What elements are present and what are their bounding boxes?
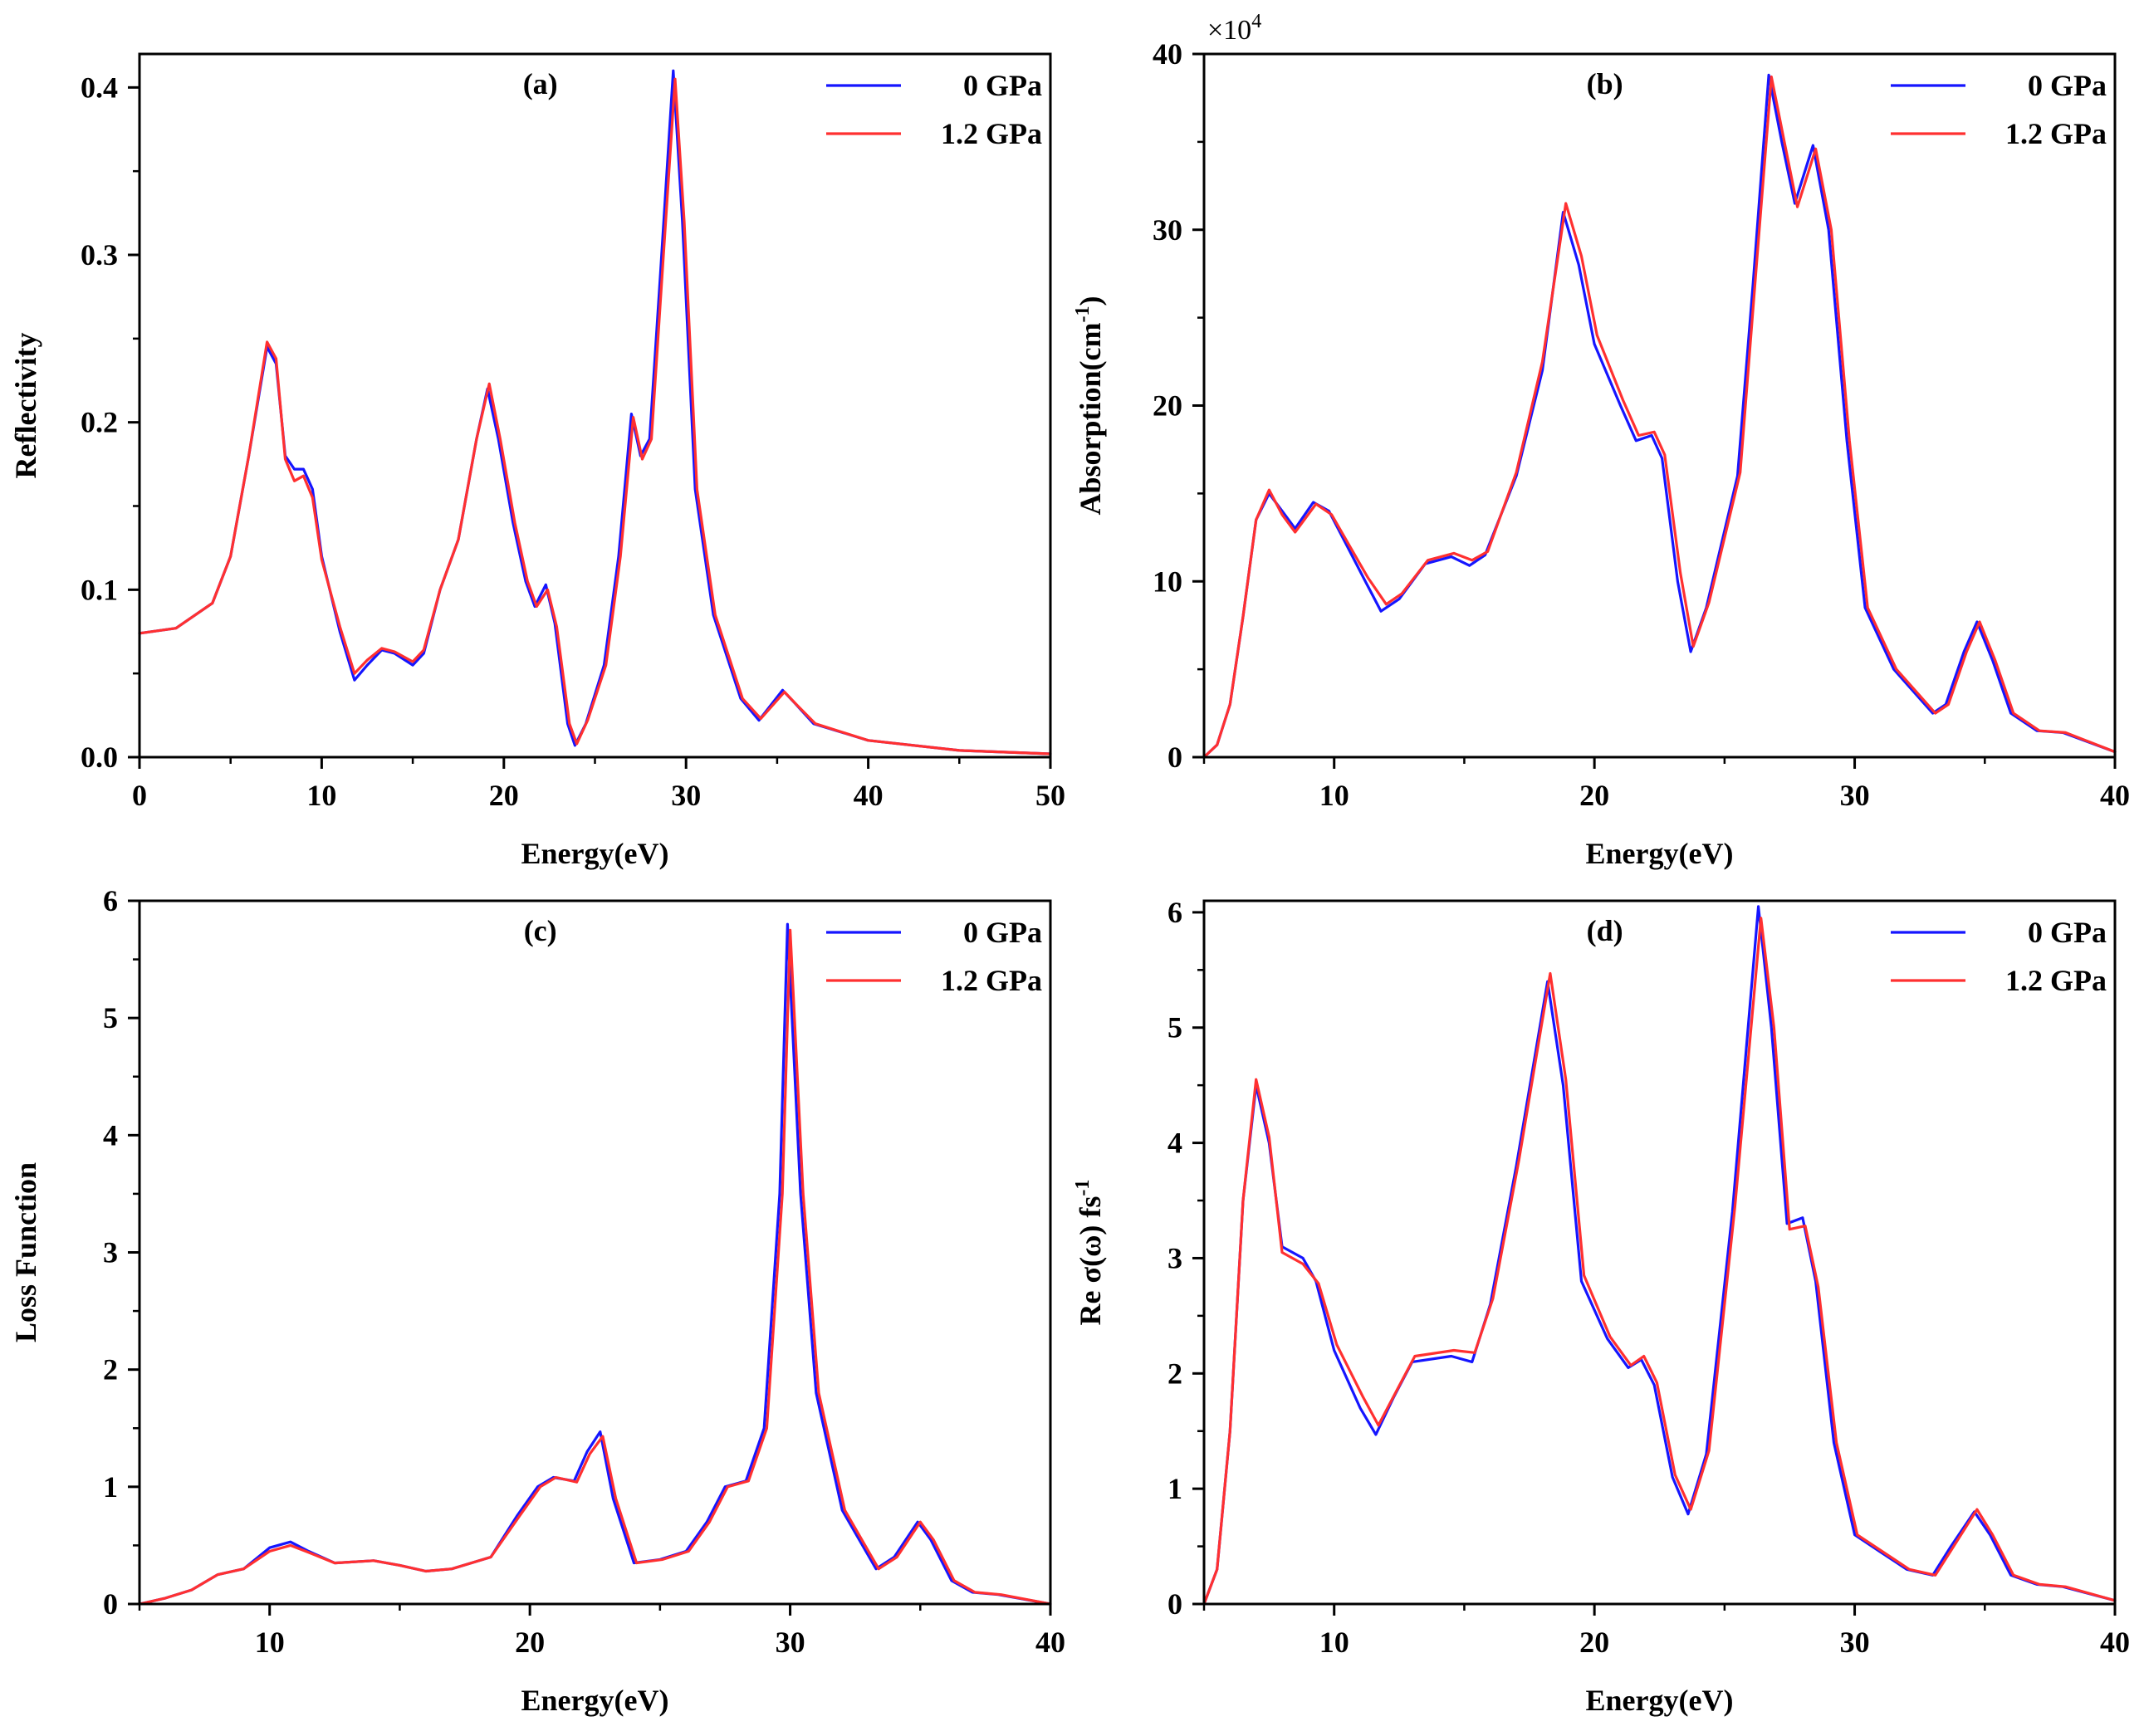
- y-tick-label: 4: [103, 1118, 118, 1152]
- series-group: [138, 69, 1052, 756]
- series-group: [1202, 905, 2117, 1606]
- series-line-1-2gpa: [138, 928, 1052, 1606]
- x-axis-label: Energy(eV): [521, 1684, 669, 1717]
- y-tick-label: 0.1: [81, 573, 118, 606]
- legend-label-1-2gpa: 1.2 GPa: [2005, 117, 2107, 150]
- y-axis-label: Loss Function: [9, 1162, 42, 1342]
- legend: 0 GPa 1.2 GPa: [1891, 916, 2107, 997]
- y-tick-label: 3: [1167, 1241, 1182, 1274]
- y-tick-label: 40: [1153, 37, 1182, 71]
- y-tick-label: 4: [1167, 1127, 1182, 1160]
- series-group: [1202, 73, 2117, 759]
- axis-multiplier-exponent: 4: [1251, 11, 1261, 32]
- panel-label: (b): [1587, 67, 1623, 100]
- y-tick-label: 2: [1167, 1357, 1182, 1390]
- y-tick-label: 1: [1167, 1472, 1182, 1505]
- x-tick-label: 30: [776, 1626, 805, 1659]
- x-tick-label: 20: [515, 1626, 545, 1659]
- y-axis-label-superscript: -1: [1072, 306, 1094, 323]
- x-tick-label: 40: [2100, 779, 2130, 812]
- series-line-0gpa: [138, 69, 1052, 756]
- x-tick-label: 40: [2100, 1626, 2130, 1659]
- x-tick-label: 20: [489, 779, 519, 812]
- y-tick-label: 1: [103, 1470, 118, 1504]
- y-tick-label: 2: [103, 1353, 118, 1386]
- y-axis-label-superscript: -1: [1072, 1180, 1094, 1196]
- series-line-1-2gpa: [1202, 75, 2117, 759]
- y-axis-label: Reflectivity: [9, 333, 42, 479]
- plot-frame: [138, 899, 1052, 1606]
- y-tick-label: 0.2: [81, 406, 118, 439]
- x-tick-label: 30: [1840, 779, 1870, 812]
- legend: 0 GPa 1.2 GPa: [826, 69, 1042, 150]
- x-tick-label: 30: [671, 779, 701, 812]
- x-axis-label: Energy(eV): [1586, 1684, 1734, 1717]
- series-line-0gpa: [1202, 905, 2117, 1606]
- y-tick-label: 0: [1167, 741, 1182, 774]
- x-tick-label: 10: [1319, 779, 1349, 812]
- y-tick-label: 0.3: [81, 238, 118, 271]
- panel-label: (c): [524, 914, 557, 947]
- x-tick-label: 40: [854, 779, 884, 812]
- legend-label-1-2gpa: 1.2 GPa: [2005, 964, 2107, 997]
- chart-panel-4: 10 20 30 40 0 1 2 3 4 5 6 Energy(eV) Re σ(ω) fs-1 (d)…: [1072, 896, 2130, 1717]
- series-line-0gpa: [138, 922, 1052, 1606]
- legend: 0 GPa 1.2 GPa: [1891, 69, 2107, 150]
- legend: 0 GPa 1.2 GPa: [826, 916, 1042, 997]
- legend-label-1-2gpa: 1.2 GPa: [941, 117, 1042, 150]
- plot-frame: [1202, 899, 2117, 1606]
- legend-label-0gpa: 0 GPa: [2028, 916, 2107, 949]
- y-axis-label-end: ): [1074, 296, 1107, 306]
- panel-label: (d): [1587, 914, 1623, 947]
- legend-label-0gpa: 0 GPa: [963, 69, 1042, 102]
- y-tick-label: 3: [103, 1236, 118, 1269]
- y-tick-label: 0.0: [81, 741, 118, 774]
- y-tick-label: 0: [103, 1587, 118, 1621]
- y-tick-label: 10: [1153, 565, 1182, 598]
- x-tick-label: 50: [1035, 779, 1065, 812]
- y-axis-label: Re σ(ω) fs-1: [1072, 1180, 1107, 1326]
- panel-label: (a): [523, 67, 558, 100]
- y-tick-label: 20: [1153, 389, 1182, 423]
- x-tick-label: 40: [1035, 1626, 1065, 1659]
- x-tick-label: 20: [1579, 1626, 1609, 1659]
- y-tick-label: 6: [103, 884, 118, 917]
- legend-label-0gpa: 0 GPa: [963, 916, 1042, 949]
- y-axis-label: Absorption(cm-1): [1072, 296, 1107, 516]
- y-tick-label: 5: [1167, 1011, 1182, 1044]
- x-tick-label: 10: [1319, 1626, 1349, 1659]
- series-group: [138, 922, 1052, 1606]
- series-line-1-2gpa: [1202, 917, 2117, 1606]
- x-tick-label: 20: [1579, 779, 1609, 812]
- series-line-0gpa: [1202, 73, 2117, 759]
- plot-frame: [1202, 52, 2117, 759]
- chart-panel-1: 0 10 20 30 40 50 0.0 0.1 0.2 0.3 0.4 Energy(eV) Refl…: [9, 52, 1065, 870]
- y-tick-label: 0.4: [81, 71, 118, 104]
- y-tick-label: 6: [1167, 896, 1182, 929]
- y-tick-label: 0: [1167, 1587, 1182, 1621]
- legend-label-1-2gpa: 1.2 GPa: [941, 964, 1042, 997]
- x-tick-label: 0: [132, 779, 147, 812]
- series-line-1-2gpa: [138, 77, 1052, 756]
- x-tick-label: 10: [306, 779, 336, 812]
- axis-multiplier: ×104: [1207, 11, 1261, 46]
- x-tick-label: 30: [1840, 1626, 1870, 1659]
- plot-frame: [138, 52, 1052, 759]
- x-axis-label: Energy(eV): [1586, 837, 1734, 870]
- y-tick-label: 5: [103, 1001, 118, 1034]
- x-tick-label: 10: [255, 1626, 285, 1659]
- chart-panel-2: 10 20 30 40 0 10 20 30 40 Energy(eV) Absorption(cm…: [1072, 11, 2130, 870]
- legend-label-0gpa: 0 GPa: [2028, 69, 2107, 102]
- chart-panel-3: 10 20 30 40 0 1 2 3 4 5 6 Energy(eV) Loss Function (c…: [9, 884, 1065, 1717]
- x-axis-label: Energy(eV): [521, 837, 669, 870]
- y-tick-label: 30: [1153, 213, 1182, 247]
